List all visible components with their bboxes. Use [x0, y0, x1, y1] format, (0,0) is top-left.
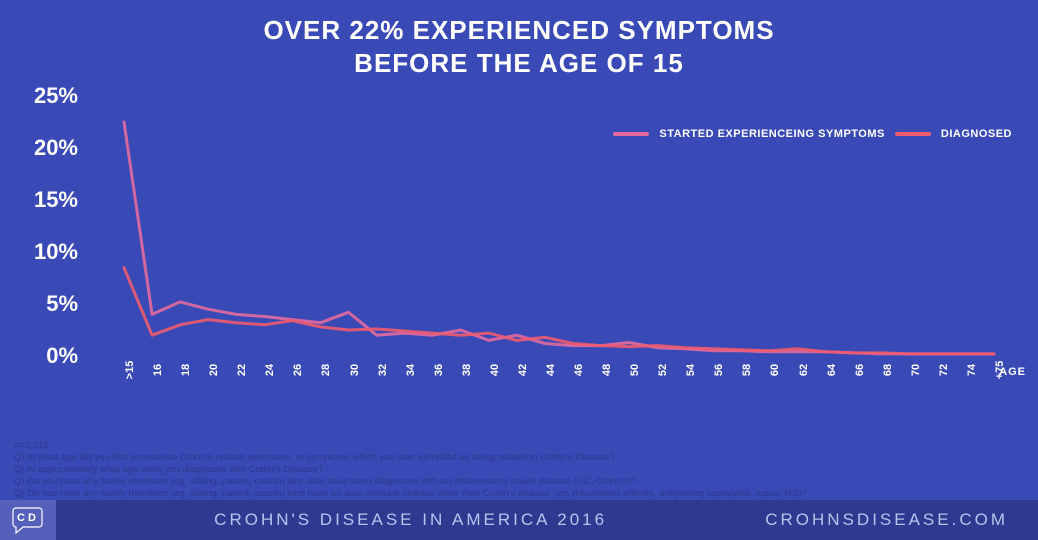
x-tick-label: 36 [433, 364, 445, 376]
x-tick-label: 50 [629, 364, 641, 376]
x-tick-label: 54 [685, 364, 697, 376]
chart-area: 0%5%10%15%20%25% >1516182022242628303234… [80, 96, 1020, 406]
y-tick-label: 5% [20, 291, 78, 317]
footnote-line: n=2,018 [14, 440, 807, 452]
x-tick-label: 38 [461, 364, 473, 376]
x-tick-label: 72 [938, 364, 950, 376]
footer-bar: CD CROHN'S DISEASE IN AMERICA 2016 CROHN… [0, 500, 1038, 540]
title-line1: Over 22% experienced symptoms [0, 14, 1038, 47]
x-axis-title: AGE [999, 366, 1026, 378]
footer-url: CROHNSDISEASE.COM [765, 510, 1038, 530]
y-tick-label: 15% [20, 187, 78, 213]
footer-logo: CD [0, 500, 56, 540]
footnote-line: Q) At what age did you first experience … [14, 452, 807, 464]
footnotes: n=2,018Q) At what age did you first expe… [14, 440, 807, 499]
x-tick-label: 66 [854, 364, 866, 376]
x-tick-label: 64 [826, 364, 838, 376]
series-line [124, 268, 994, 354]
x-tick-label: 68 [882, 364, 894, 376]
x-tick-label: 44 [545, 364, 557, 376]
x-tick-label: 40 [489, 364, 501, 376]
footnote-line: Q) Do you have any family members (eg, s… [14, 476, 807, 488]
footnote-line: Q) Do you have any family members (eg, s… [14, 488, 807, 500]
x-tick-label: 26 [292, 364, 304, 376]
y-tick-label: 25% [20, 83, 78, 109]
y-tick-label: 20% [20, 135, 78, 161]
y-axis-labels: 0%5%10%15%20%25% [20, 96, 78, 406]
x-tick-label: 18 [180, 364, 192, 376]
x-tick-label: 28 [320, 364, 332, 376]
x-tick-label: 42 [517, 364, 529, 376]
title-line2: before the age of 15 [0, 47, 1038, 80]
x-axis-labels: >15 16 18 20 22 24 26 28 30 32 34 36 38 40 42 44 46 48 50 5… [124, 360, 994, 400]
x-tick-label: 74 [966, 364, 978, 376]
x-tick-label: 22 [236, 364, 248, 376]
x-tick-label: 58 [741, 364, 753, 376]
x-tick-label: >15 [124, 361, 136, 380]
x-tick-label: 30 [349, 364, 361, 376]
logo-text-icon: CD [17, 512, 39, 524]
x-tick-label: 62 [798, 364, 810, 376]
x-tick-label: 20 [208, 364, 220, 376]
x-tick-label: 60 [769, 364, 781, 376]
chart-title: Over 22% experienced symptoms before the… [0, 0, 1038, 79]
x-tick-label: 46 [573, 364, 585, 376]
footer-title: CROHN'S DISEASE IN AMERICA 2016 [56, 510, 765, 530]
x-tick-label: 34 [405, 364, 417, 376]
footnote-line: Q) At approximately what age were you di… [14, 464, 807, 476]
plot-area [124, 96, 994, 356]
x-tick-label: 70 [910, 364, 922, 376]
x-tick-label: 52 [657, 364, 669, 376]
x-tick-label: 32 [377, 364, 389, 376]
series-line [124, 122, 994, 354]
y-tick-label: 10% [20, 239, 78, 265]
y-tick-label: 0% [20, 343, 78, 369]
x-tick-label: 48 [601, 364, 613, 376]
x-tick-label: 56 [713, 364, 725, 376]
x-tick-label: 16 [152, 364, 164, 376]
x-tick-label: 24 [264, 364, 276, 376]
